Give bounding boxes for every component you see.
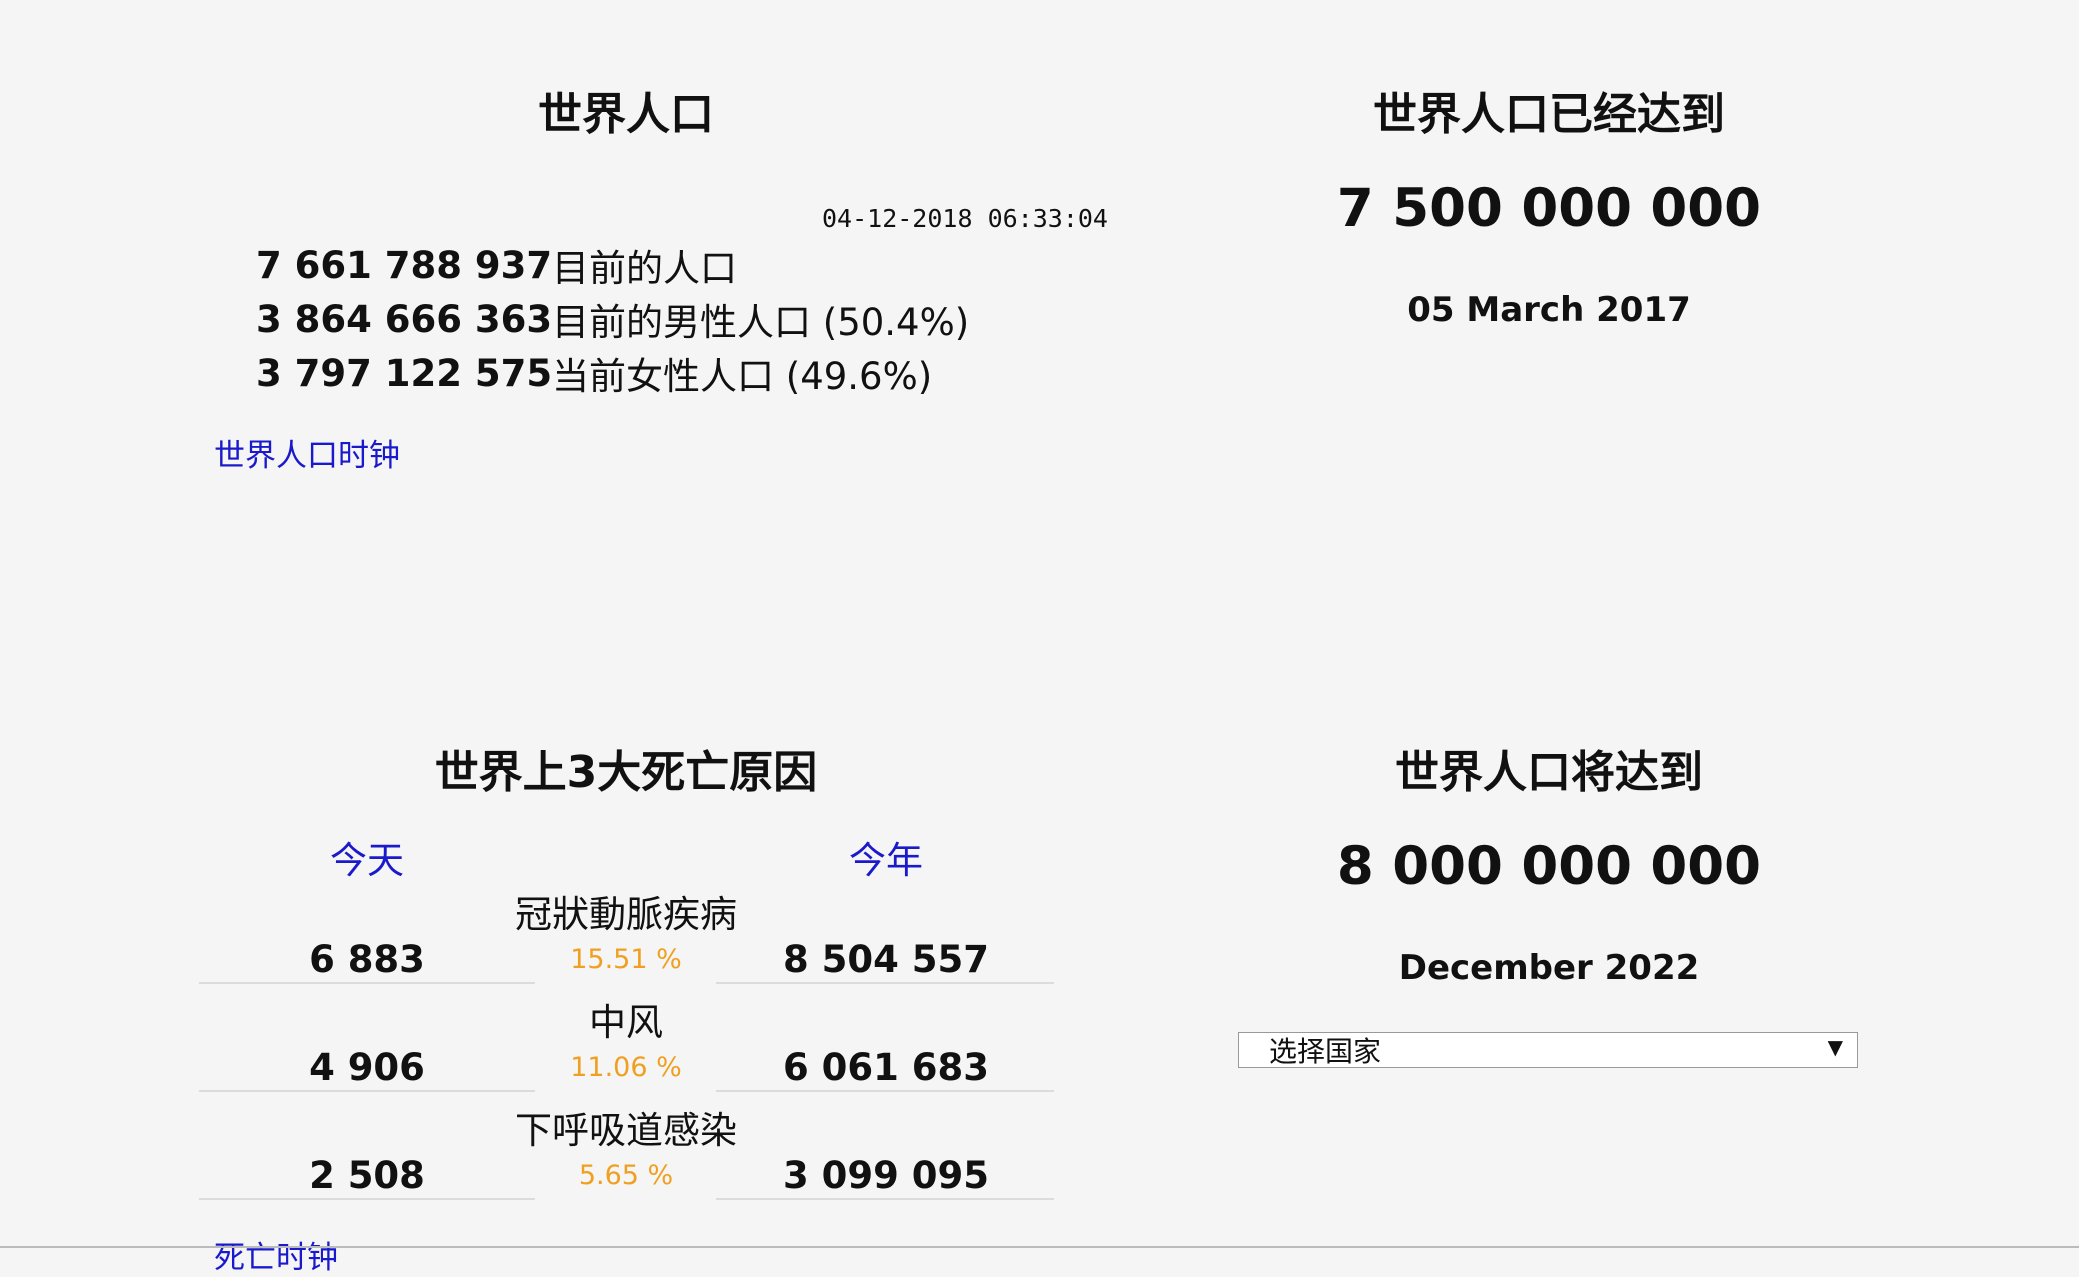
tab-this-year[interactable]: 今年 (849, 839, 923, 882)
viewport-bottom-border (0, 1246, 2079, 1248)
population-row-female: 3 797 122 575 当前女性人口 (49.6%) (256, 346, 1156, 400)
population-reached-date: 05 March 2017 (1407, 290, 1691, 330)
cause-year-value: 3 099 095 (783, 1154, 989, 1197)
cause-year-value: 8 504 557 (783, 938, 989, 981)
cause-today-value: 4 906 (309, 1046, 425, 1089)
row-divider (199, 1198, 535, 1200)
tab-today[interactable]: 今天 (330, 839, 404, 882)
row-divider (716, 982, 1054, 984)
cause-name: 冠狀動脈疾病 (515, 893, 737, 936)
population-reached-title: 世界人口已经达到 (1373, 89, 1725, 140)
population-will-reach-date: December 2022 (1398, 948, 1700, 988)
cause-percent: 11.06 % (570, 1052, 682, 1083)
cause-percent: 15.51 % (570, 944, 682, 975)
population-reached-value: 7 500 000 000 (1336, 178, 1762, 239)
female-population-value: 3 797 122 575 (256, 351, 553, 395)
country-select-value: 选择国家 (1269, 1035, 1382, 1068)
death-causes-title: 世界上3大死亡原因 (434, 747, 818, 798)
cause-percent: 5.65 % (578, 1160, 674, 1191)
cause-today-value: 6 883 (309, 938, 425, 981)
current-population-label: 目前的人口 (552, 247, 737, 290)
cause-name: 下呼吸道感染 (515, 1109, 737, 1152)
row-divider (716, 1198, 1054, 1200)
male-population-value: 3 864 666 363 (256, 297, 553, 341)
cause-name: 中风 (589, 1001, 663, 1044)
country-select[interactable]: 选择国家 ▼ (1238, 1032, 1858, 1068)
row-divider (716, 1090, 1054, 1092)
cause-year-value: 6 061 683 (783, 1046, 989, 1089)
world-population-clock-link[interactable]: 世界人口时钟 (214, 438, 400, 474)
population-will-reach-title: 世界人口将达到 (1395, 747, 1703, 798)
population-row-male: 3 864 666 363 目前的男性人口 (50.4%) (256, 292, 1156, 346)
row-divider (199, 1090, 535, 1092)
world-population-title: 世界人口 (538, 89, 714, 140)
row-divider (199, 982, 535, 984)
current-population-value: 7 661 788 937 (256, 243, 553, 287)
female-population-label: 当前女性人口 (49.6%) (552, 355, 933, 398)
population-row-current: 7 661 788 937 目前的人口 (256, 238, 1156, 292)
cause-today-value: 2 508 (309, 1154, 425, 1197)
chevron-down-icon: ▼ (1827, 1035, 1843, 1059)
death-clock-link[interactable]: 死亡时钟 (214, 1240, 338, 1276)
population-will-reach-value: 8 000 000 000 (1336, 836, 1762, 897)
male-population-label: 目前的男性人口 (50.4%) (552, 301, 970, 344)
population-timestamp: 04-12-2018 06:33:04 (822, 204, 1108, 233)
